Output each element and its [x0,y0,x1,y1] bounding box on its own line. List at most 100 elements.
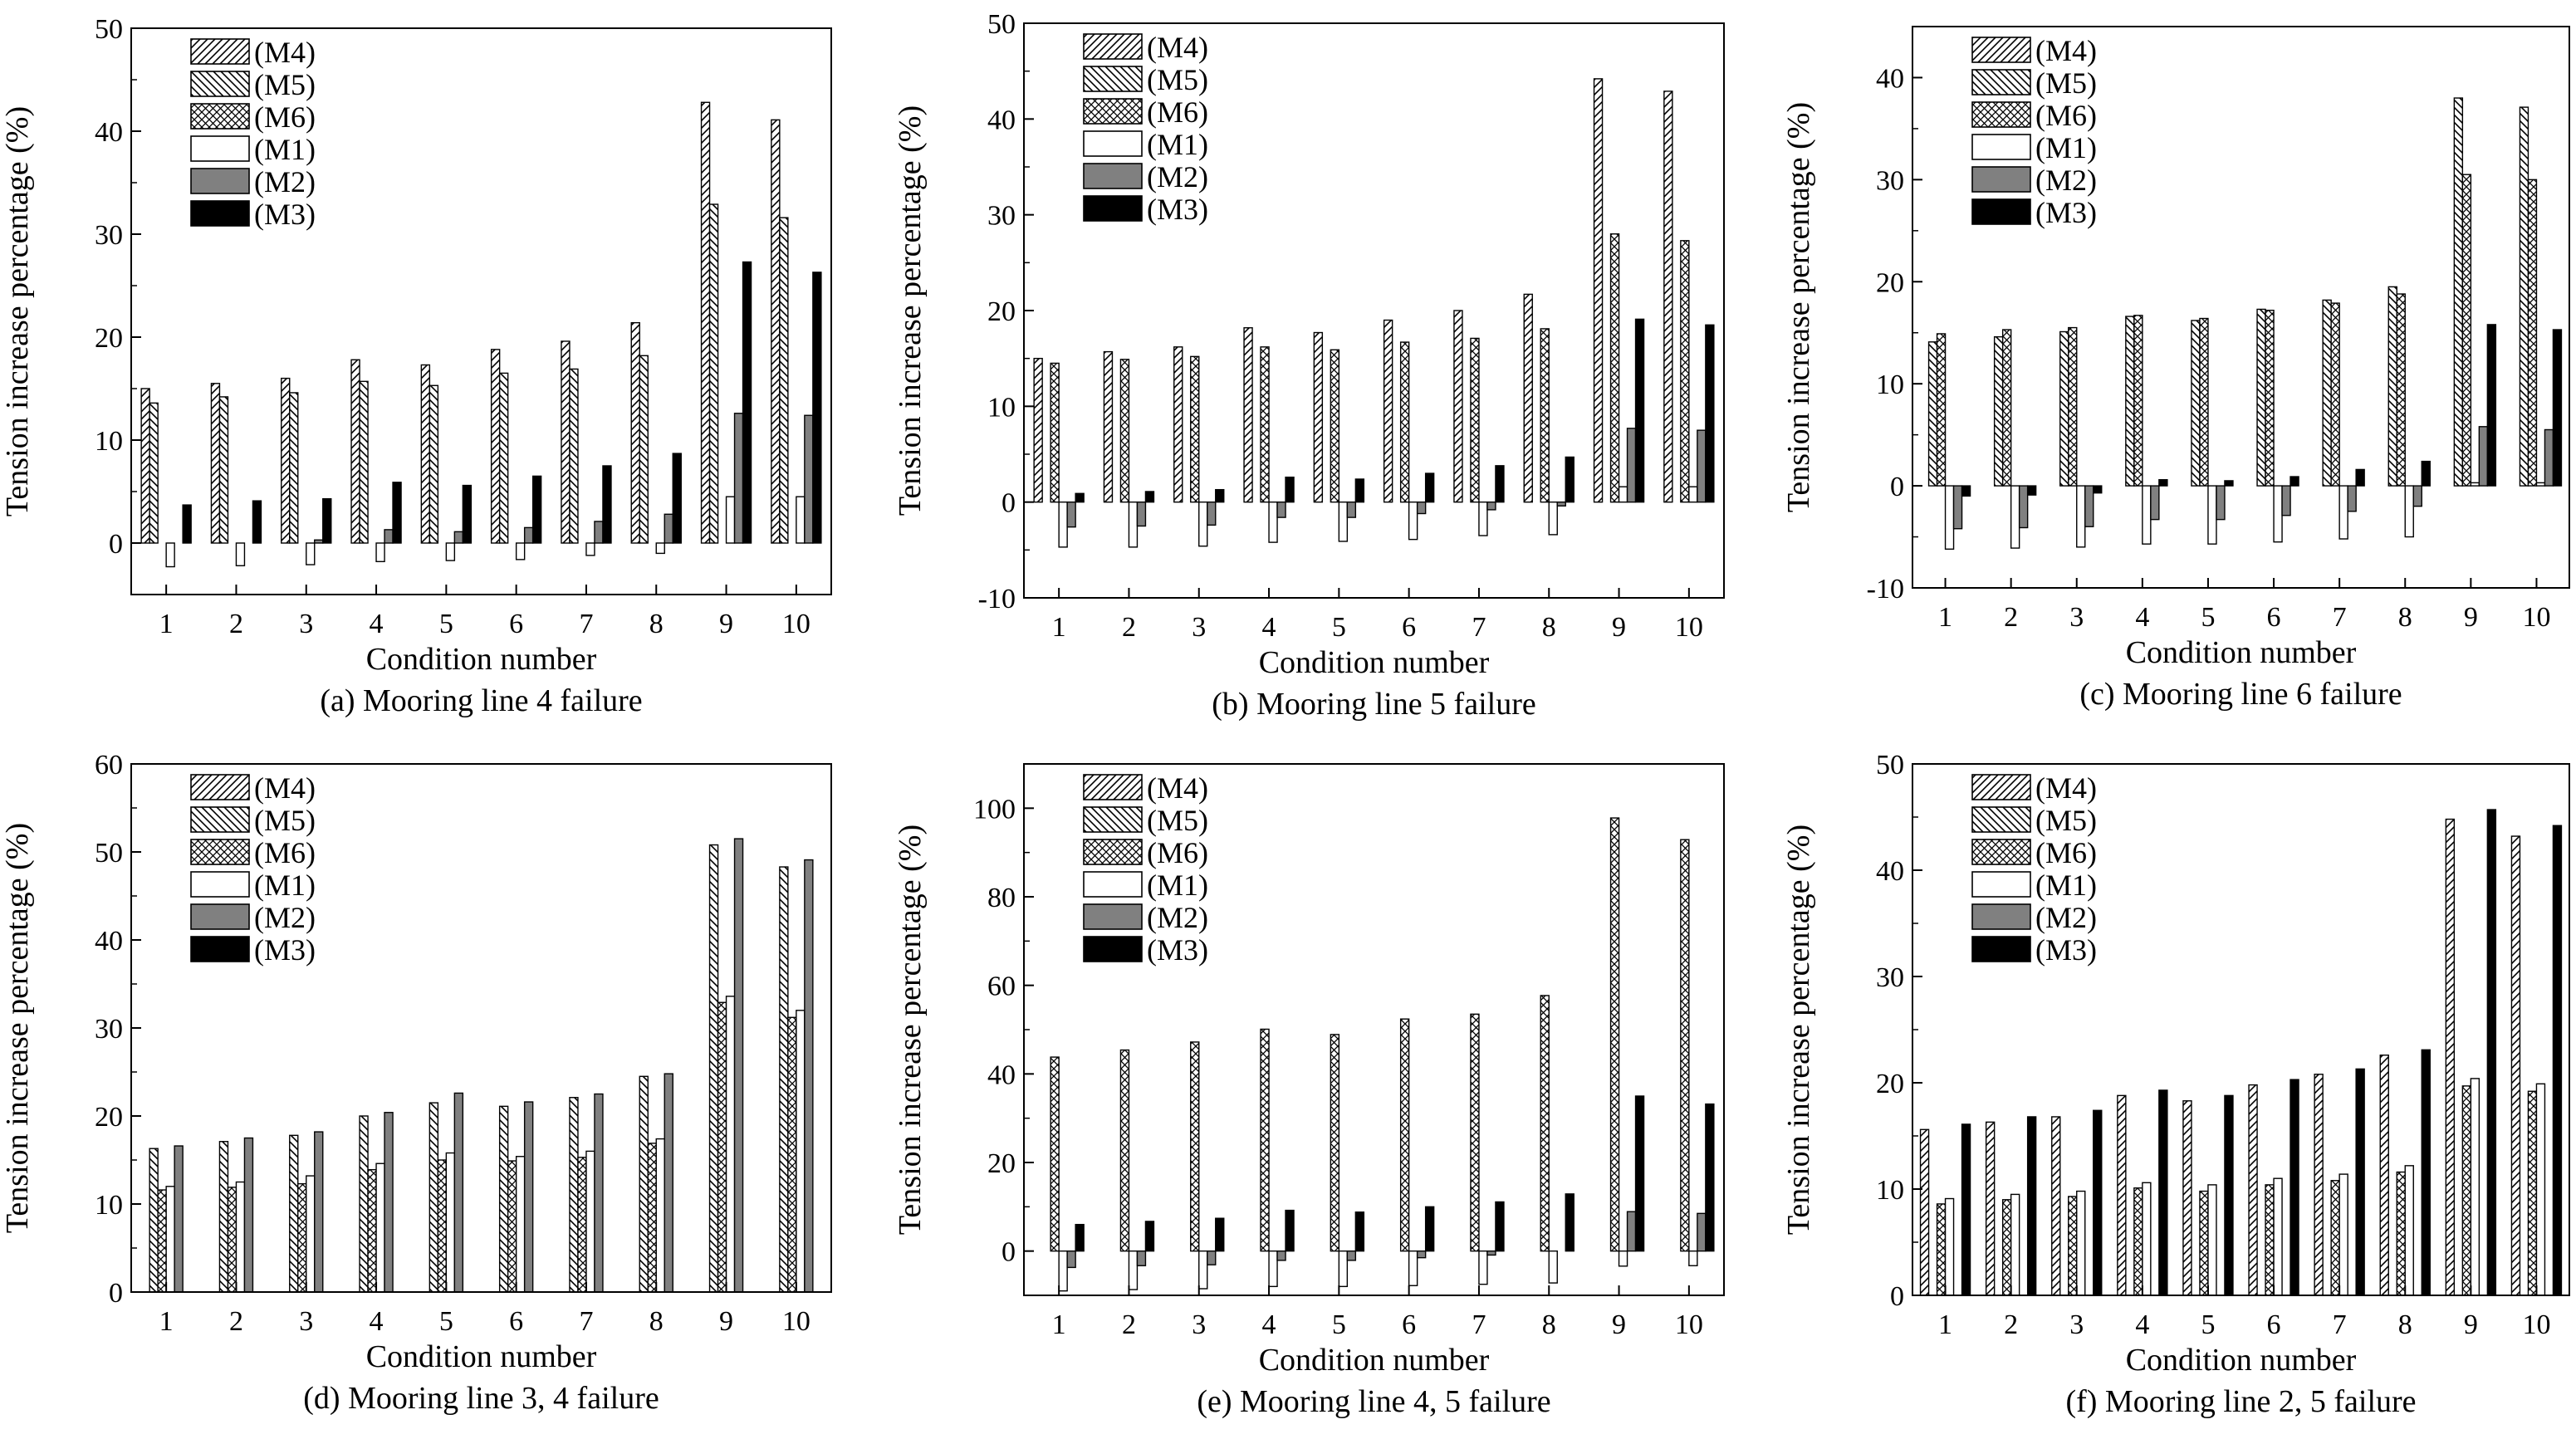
x-tick-label: 2 [229,1306,243,1337]
bar-m1-c3 [1198,501,1208,547]
y-tick-label: 20 [987,296,1016,327]
legend-label: (M6) [2035,836,2097,869]
bar-m2-c7 [594,521,604,544]
legend-swatch-m1 [1083,871,1143,898]
legend-label: (M4) [1147,31,1208,64]
bar-m3-c9 [1634,1095,1645,1252]
bar-m4-c10 [1663,91,1673,503]
bar-m2-c7 [1486,501,1496,511]
bar-m6-c7 [577,1157,587,1293]
legend-swatch-m5 [1971,806,2031,833]
x-tick-label: 5 [2201,1309,2215,1340]
bar-m1-c5 [1338,501,1349,542]
legend: (M4)(M5)(M6)(M1)(M2)(M3) [1971,34,2097,229]
bar-m1-c4 [1268,501,1278,543]
bar-m6-c10 [787,1016,797,1293]
bar-m2-c9 [733,413,744,544]
bar-m2-c1 [1066,501,1076,528]
y-tick-label: 50 [1876,750,1904,781]
bar-m1-c3 [306,1175,316,1293]
bar-m4-c4 [2117,1094,2127,1296]
x-axis-title: Condition number [2126,635,2357,670]
bar-m3-c5 [1354,1211,1365,1252]
bar-m1-c10 [1688,1250,1698,1266]
bar-m2-c6 [2281,485,2291,516]
bar-m6-c9 [1609,233,1620,503]
bar-m1-c2 [2010,485,2020,549]
x-tick-label: 9 [2464,1309,2478,1340]
legend-swatch-m4 [190,38,250,65]
legend-label: (M1) [1147,128,1208,161]
chart-panel-f: 0 10 20 30 40 50 1 2 3 4 5 6 7 8 9 10 Condition number Te… [1781,750,2570,1419]
legend-label: (M4) [254,771,316,805]
x-tick-label: 3 [1192,1309,1206,1340]
x-tick-label: 5 [439,609,453,639]
legend-swatch-m5 [190,71,250,97]
legend-swatch-m6 [190,103,250,130]
bar-m1-c1 [1058,501,1068,548]
panel-caption: (a) Mooring line 4 failure [320,683,642,718]
chart-panel-a: 0 10 20 30 40 50 1 2 3 4 5 6 7 8 9 10 Condition number Te… [0,14,832,718]
bar-m5-c6 [498,1105,509,1293]
bar-m3-c3 [322,497,332,544]
panel-caption: (f) Mooring line 2, 5 failure [2065,1384,2416,1419]
x-tick-label: 10 [2522,602,2550,633]
x-tick-label: 8 [649,1306,664,1337]
bar-m2-c1 [174,1145,184,1293]
x-tick-label: 10 [2522,1309,2550,1340]
legend-swatch-m6 [1971,101,2031,128]
bar-m5-c5 [429,1102,439,1293]
bar-m1-c8 [1548,1250,1558,1284]
legend-swatch-m3 [1971,936,2031,962]
bar-m3-c6 [2290,1079,2299,1296]
x-tick-label: 1 [1052,1309,1066,1340]
x-tick-label: 6 [2267,1309,2281,1340]
bar-m1-c5 [2207,485,2217,545]
bar-m4-c1 [140,388,150,544]
bar-m3-c8 [2421,1049,2431,1296]
bar-m2-c10 [2544,428,2554,487]
y-tick-label: 30 [95,220,123,251]
bar-m6-c7 [1470,1013,1480,1252]
bar-m2-c4 [1276,1250,1286,1261]
legend-label: (M3) [254,198,316,231]
bar-m3-c7 [2355,468,2365,487]
bar-m6-c9 [2461,1085,2472,1296]
bar-m6-c1 [1936,1203,1947,1296]
bar-m1-c8 [2404,485,2414,538]
bar-m5-c5 [429,384,439,544]
bar-m2-c3 [314,539,324,544]
bar-m1-c6 [2273,1177,2283,1296]
bar-m5-c8 [639,355,649,544]
legend-label: (M4) [2035,34,2097,67]
bar-m2-c5 [2216,485,2226,521]
bar-m1-c5 [445,542,456,561]
bar-m3-c4 [2158,479,2168,487]
bar-m1-c10 [2535,482,2546,487]
x-tick-label: 7 [2333,602,2347,633]
bar-m5-c2 [218,396,229,544]
bar-m2-c1 [1066,1250,1076,1269]
x-tick-label: 5 [1332,612,1346,643]
bar-m6-c3 [2068,326,2078,487]
x-tick-label: 7 [1472,612,1486,643]
y-tick-label: 40 [987,105,1016,135]
bar-m4-c4 [1243,327,1253,503]
legend-label: (M5) [254,68,316,101]
bar-m3-c1 [182,504,192,544]
chart-panel-c: -10 0 10 20 30 40 1 2 3 4 5 6 7 8 9 10 Condition number T… [1781,26,2570,712]
x-tick-label: 3 [2069,602,2084,633]
bar-m1-c7 [585,542,595,556]
x-tick-label: 10 [782,1306,811,1337]
bar-m5-c4 [359,1115,369,1293]
y-tick-label: 40 [95,117,123,148]
bar-m2-c8 [664,1073,673,1293]
bar-m6-c4 [1260,346,1270,503]
bar-m4-c3 [1173,346,1183,503]
bar-m3-c1 [1961,1123,1971,1296]
x-tick-label: 8 [2398,602,2412,633]
bar-m2-c3 [1207,501,1217,526]
bar-m6-c5 [1330,349,1340,503]
x-tick-label: 5 [439,1306,453,1337]
panel-caption: (d) Mooring line 3, 4 failure [303,1381,659,1416]
